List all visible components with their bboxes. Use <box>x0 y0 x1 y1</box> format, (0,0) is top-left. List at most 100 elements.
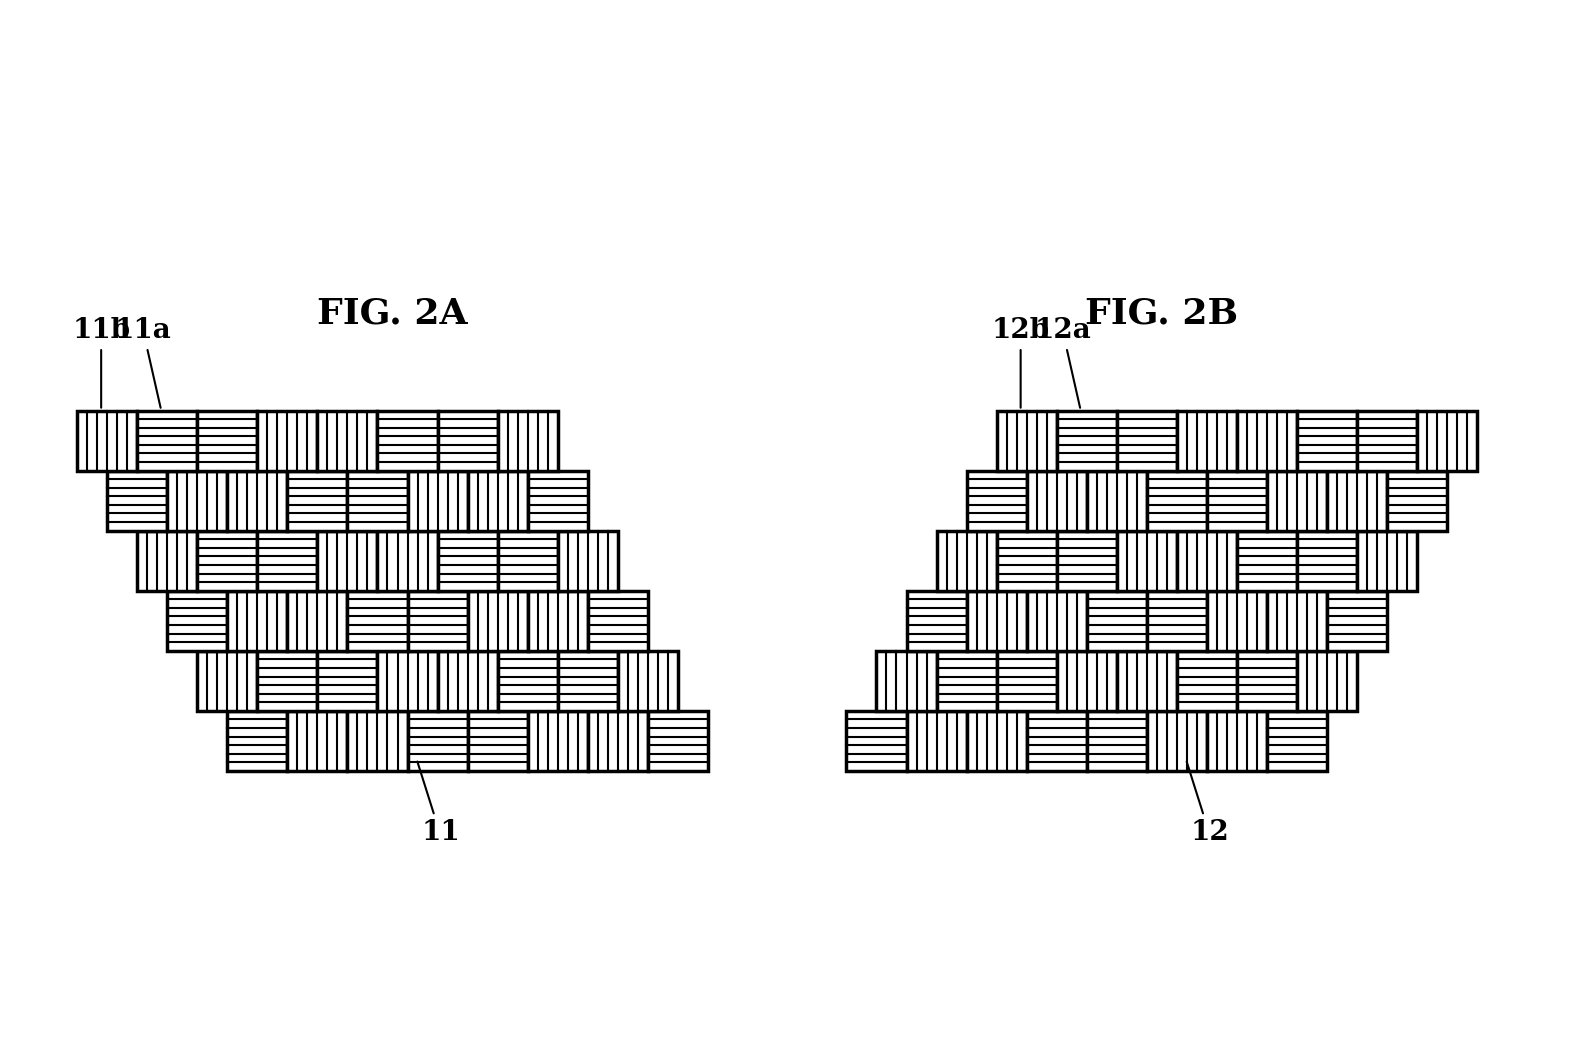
Bar <box>1027 471 1086 531</box>
Bar <box>347 591 408 651</box>
Bar <box>1057 410 1116 471</box>
Bar <box>438 410 498 471</box>
Bar <box>937 651 997 711</box>
Bar <box>1207 711 1267 771</box>
Bar <box>498 531 557 591</box>
Bar <box>1178 531 1237 591</box>
Bar <box>498 651 557 711</box>
Text: 12b: 12b <box>992 318 1050 407</box>
Bar <box>198 531 257 591</box>
Text: FIG. 2B: FIG. 2B <box>1085 296 1239 330</box>
Bar <box>228 471 287 531</box>
Text: 11a: 11a <box>115 318 171 408</box>
Bar <box>257 410 317 471</box>
Bar <box>1237 410 1297 471</box>
Bar <box>1207 471 1267 531</box>
Bar <box>317 651 377 711</box>
Text: FIG. 2A: FIG. 2A <box>317 296 468 330</box>
Bar <box>967 471 1027 531</box>
Bar <box>617 651 678 711</box>
Bar <box>1297 531 1356 591</box>
Bar <box>1297 651 1356 711</box>
Bar <box>1327 471 1386 531</box>
Bar <box>168 591 228 651</box>
Bar <box>287 711 347 771</box>
Bar <box>1386 471 1448 531</box>
Bar <box>1237 531 1297 591</box>
Bar <box>937 531 997 591</box>
Bar <box>107 471 168 531</box>
Bar <box>1267 471 1327 531</box>
Bar <box>1116 651 1178 711</box>
Bar <box>287 471 347 531</box>
Bar <box>317 410 377 471</box>
Bar <box>648 711 708 771</box>
Bar <box>347 711 408 771</box>
Bar <box>967 591 1027 651</box>
Bar <box>347 471 408 531</box>
Bar <box>1178 410 1237 471</box>
Text: 12a: 12a <box>1035 318 1091 408</box>
Bar <box>1418 410 1477 471</box>
Bar <box>137 410 198 471</box>
Bar <box>438 651 498 711</box>
Bar <box>168 471 228 531</box>
Bar <box>408 471 468 531</box>
Bar <box>906 711 967 771</box>
Bar <box>287 591 347 651</box>
Bar <box>1267 591 1327 651</box>
Bar <box>1207 591 1267 651</box>
Bar <box>557 651 617 711</box>
Bar <box>997 531 1057 591</box>
Bar <box>377 410 438 471</box>
Bar <box>228 711 287 771</box>
Bar <box>1086 471 1146 531</box>
Bar <box>1237 651 1297 711</box>
Text: 11b: 11b <box>72 318 130 407</box>
Bar <box>408 711 468 771</box>
Bar <box>468 591 528 651</box>
Bar <box>1356 531 1418 591</box>
Bar <box>1086 591 1146 651</box>
Bar <box>377 531 438 591</box>
Bar <box>1297 410 1356 471</box>
Bar <box>997 410 1057 471</box>
Text: 12: 12 <box>1190 819 1229 846</box>
Bar <box>997 651 1057 711</box>
Bar <box>1146 591 1207 651</box>
Bar <box>468 471 528 531</box>
Bar <box>1027 591 1086 651</box>
Bar <box>1027 711 1086 771</box>
Bar <box>468 711 528 771</box>
Bar <box>1146 471 1207 531</box>
Bar <box>228 591 287 651</box>
Bar <box>77 410 137 471</box>
Bar <box>438 531 498 591</box>
Bar <box>528 471 587 531</box>
Bar <box>1327 591 1386 651</box>
Bar <box>846 711 906 771</box>
Bar <box>1178 651 1237 711</box>
Bar <box>906 591 967 651</box>
Bar <box>1057 651 1116 711</box>
Bar <box>587 711 648 771</box>
Bar <box>498 410 557 471</box>
Bar <box>257 651 317 711</box>
Bar <box>1267 711 1327 771</box>
Bar <box>1086 711 1146 771</box>
Bar <box>1356 410 1418 471</box>
Bar <box>257 531 317 591</box>
Bar <box>198 651 257 711</box>
Bar <box>587 591 648 651</box>
Bar <box>317 531 377 591</box>
Bar <box>1116 531 1178 591</box>
Bar <box>198 410 257 471</box>
Bar <box>1146 711 1207 771</box>
Bar <box>1116 410 1178 471</box>
Bar <box>876 651 937 711</box>
Bar <box>408 591 468 651</box>
Text: 11: 11 <box>421 819 460 846</box>
Bar <box>557 531 617 591</box>
Bar <box>967 711 1027 771</box>
Bar <box>1057 531 1116 591</box>
